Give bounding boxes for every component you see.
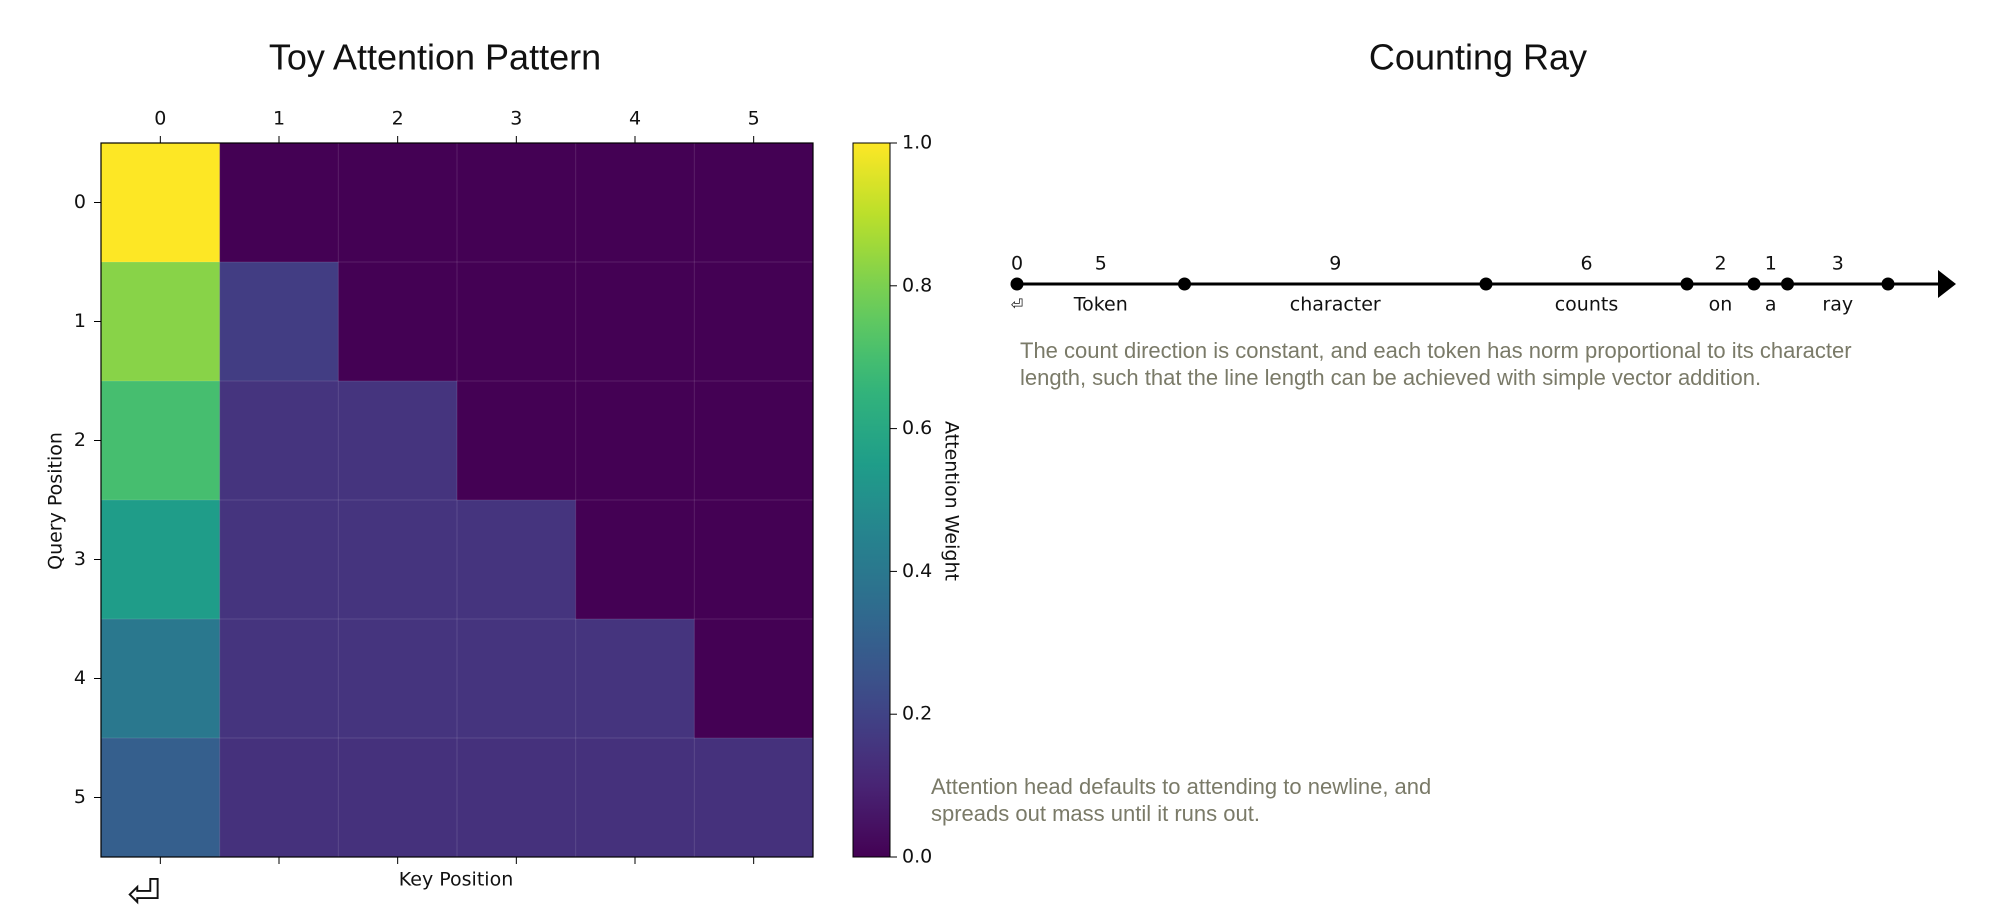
token-count: 9 <box>1329 253 1341 275</box>
heatmap-cell <box>457 500 577 620</box>
heatmap-cell <box>575 500 695 620</box>
token-count: 5 <box>1095 253 1107 275</box>
heatmap-cell <box>338 381 458 501</box>
heatmap-cell <box>338 619 458 739</box>
heatmap-cell <box>338 500 458 620</box>
heatmap-cell <box>457 143 577 263</box>
x-axis-label: Key Position <box>399 869 513 891</box>
heatmap-cell <box>219 262 339 382</box>
heatmap-cell <box>457 619 577 739</box>
token-point <box>1010 277 1024 291</box>
token-point <box>1680 277 1694 291</box>
heatmap-cell <box>101 381 221 501</box>
x-tick-label: 0 <box>154 108 166 130</box>
heatmap-cell <box>694 381 814 501</box>
heatmap-cell <box>575 738 695 858</box>
heatmap-cell <box>219 143 339 263</box>
heatmap-cell <box>575 619 695 739</box>
heatmap-cell <box>219 500 339 620</box>
heatmap-cell <box>694 262 814 382</box>
annotation: Attention head defaults to attending to … <box>931 774 1431 799</box>
heatmap-cell <box>101 738 221 858</box>
y-tick-label: 4 <box>74 667 86 689</box>
colorbar-tick-label: 0.8 <box>902 274 932 296</box>
x-tick-label: 1 <box>273 108 285 130</box>
y-tick-label: 0 <box>74 191 86 213</box>
y-tick-label: 5 <box>74 786 86 808</box>
ray-arrow <box>1938 270 1956 298</box>
heatmap-cell <box>457 381 577 501</box>
heatmap-cell <box>101 143 221 263</box>
colorbar-tick-label: 0.2 <box>902 703 932 725</box>
x-tick-label: 3 <box>510 108 522 130</box>
heatmap-cell <box>338 738 458 858</box>
heatmap-cell <box>457 262 577 382</box>
y-tick-label: 1 <box>74 310 86 332</box>
heatmap-title: Toy Attention Pattern <box>269 37 601 78</box>
heatmap-cell <box>219 619 339 739</box>
heatmap-cell <box>575 381 695 501</box>
colorbar-tick-label: 0.6 <box>902 417 932 439</box>
heatmap-cell <box>694 738 814 858</box>
token-label: ray <box>1822 294 1853 316</box>
newline-symbol: ⏎ <box>127 871 161 917</box>
token-label: ⏎ <box>1011 296 1024 314</box>
y-axis-label: Query Position <box>45 432 67 570</box>
plot-frame <box>100 142 814 858</box>
token-count: 6 <box>1580 253 1592 275</box>
colorbar-tick-label: 0.4 <box>902 560 932 582</box>
ray-title: Counting Ray <box>1369 37 1587 78</box>
token-point <box>1479 277 1493 291</box>
y-tick-label: 3 <box>74 548 86 570</box>
heatmap-cell <box>694 619 814 739</box>
token-count: 0 <box>1011 253 1023 275</box>
x-tick-label: 2 <box>392 108 404 130</box>
x-tick-label: 4 <box>629 108 641 130</box>
heatmap-cell <box>338 143 458 263</box>
heatmap-cell <box>694 143 814 263</box>
heatmap-cell <box>457 738 577 858</box>
heatmap-cell <box>101 500 221 620</box>
colorbar-label: Attention Weight <box>941 421 963 581</box>
heatmap-cell <box>575 262 695 382</box>
token-point <box>1781 277 1794 291</box>
token-point <box>1747 277 1761 291</box>
heatmap-cell <box>338 262 458 382</box>
token-label: a <box>1765 294 1777 316</box>
colorbar <box>852 142 891 858</box>
heatmap-cell <box>101 619 221 739</box>
heatmap-cell <box>101 262 221 382</box>
heatmap-cell <box>575 143 695 263</box>
annotation: The count direction is constant, and eac… <box>1020 338 1852 363</box>
y-tick-label: 2 <box>74 429 86 451</box>
x-tick-label: 5 <box>748 108 760 130</box>
token-count: 1 <box>1765 253 1777 275</box>
colorbar-tick-label: 1.0 <box>902 132 932 154</box>
annotation: spreads out mass until it runs out. <box>931 801 1260 826</box>
token-point <box>1178 277 1191 291</box>
token-point <box>1881 277 1895 291</box>
heatmap-cell <box>219 738 339 858</box>
token-count: 2 <box>1714 253 1726 275</box>
heatmap-cell <box>219 381 339 501</box>
token-label: counts <box>1555 294 1619 316</box>
token-label: Token <box>1073 294 1128 316</box>
colorbar-tick-label: 0.0 <box>902 846 932 868</box>
token-label: character <box>1290 294 1381 316</box>
heatmap-cell <box>694 500 814 620</box>
token-label: on <box>1709 294 1733 316</box>
annotation: length, such that the line length can be… <box>1020 365 1761 390</box>
token-count: 3 <box>1832 253 1844 275</box>
